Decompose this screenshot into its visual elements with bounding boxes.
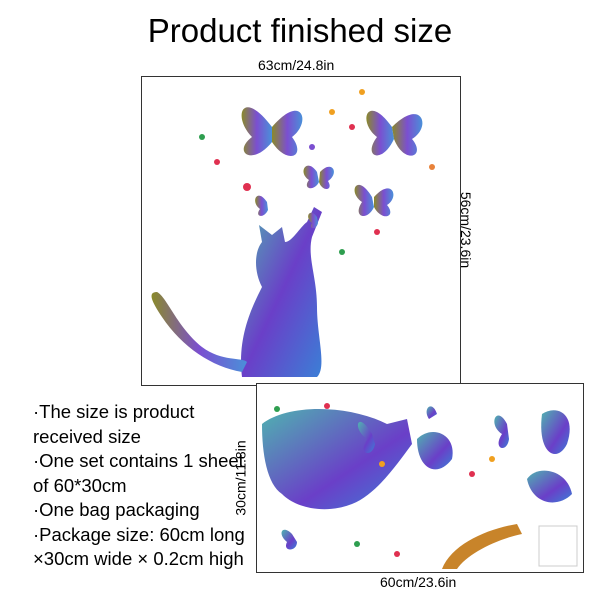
sheet-thumbnail — [538, 525, 578, 567]
product-width-label: 63cm/24.8in — [258, 57, 335, 73]
note-item: ·One set contains 1 sheet of 60*30cm — [33, 450, 244, 496]
note-item: ·Package size: 60cm long ×30cm wide × 0.… — [33, 523, 245, 570]
sheet-tail — [442, 524, 522, 569]
sheet-width-label: 60cm/23.6in — [380, 574, 457, 590]
cat-butterfly-artwork — [151, 89, 435, 377]
cat-silhouette — [151, 207, 322, 377]
sticker-sheet-artwork — [262, 403, 578, 569]
sticker-sheet-frame — [256, 383, 584, 573]
product-notes: ·The size is product received size ·One … — [33, 400, 263, 572]
product-height-label: 56cm/23.6in — [458, 191, 475, 269]
butterflies — [241, 107, 423, 229]
sheet-cat — [262, 409, 412, 510]
decorative-dots — [199, 89, 435, 255]
page-title: Product finished size — [147, 12, 453, 49]
note-item: ·One bag packaging — [33, 499, 200, 520]
sheet-height-label: 30cm/11.8in — [232, 440, 249, 516]
sheet-dots — [274, 403, 495, 557]
product-preview-frame — [141, 76, 461, 386]
sheet-butterflies — [281, 406, 572, 550]
note-item: ·The size is product received size — [33, 401, 195, 447]
